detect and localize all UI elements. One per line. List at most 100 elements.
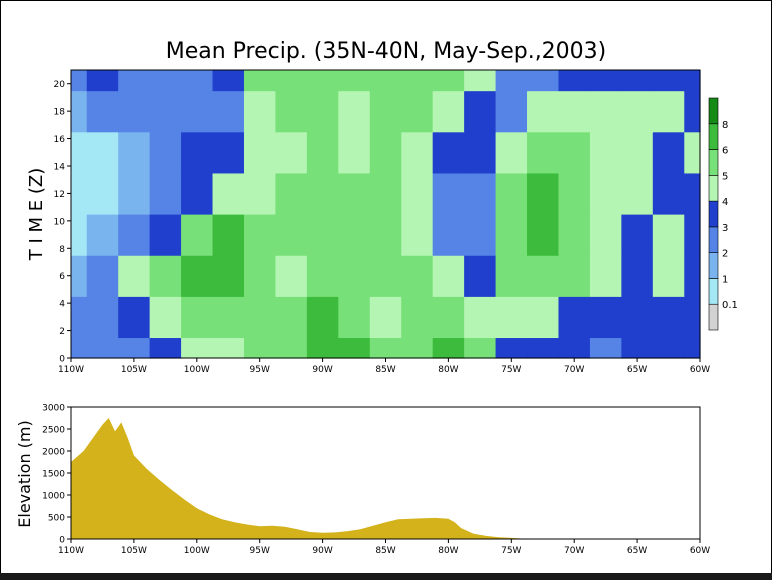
heatmap-cell	[558, 90, 591, 133]
heatmap-cell	[652, 90, 685, 133]
heatmap-cell	[369, 296, 402, 339]
heatmap-cell	[464, 172, 497, 215]
heatmap-cell	[71, 296, 88, 339]
heatmap-cell	[149, 214, 182, 256]
heatmap-cell	[558, 172, 591, 215]
y-tick-label: 2500	[42, 426, 65, 436]
y-tick-label: 20	[54, 80, 66, 90]
heatmap-cell	[527, 90, 560, 133]
heatmap-cell	[527, 131, 560, 174]
heatmap-cell	[652, 172, 685, 215]
heatmap-cell	[118, 90, 151, 133]
heatmap-cell	[432, 255, 465, 297]
heatmap-cell	[401, 90, 434, 133]
heatmap-cell	[86, 70, 119, 92]
heatmap-cell	[495, 296, 528, 339]
heatmap-cell	[369, 337, 402, 359]
heatmap-cell	[369, 255, 402, 297]
heatmap-cell	[369, 70, 402, 92]
heatmap-cell	[589, 90, 622, 133]
chart-title: Mean Precip. (35N-40N, May-Sep.,2003)	[166, 39, 607, 64]
heatmap-cell	[149, 296, 182, 339]
heatmap-cell	[558, 337, 591, 359]
heatmap-cell	[338, 131, 371, 174]
heatmap-cell	[275, 296, 308, 339]
heatmap-cell	[149, 337, 182, 359]
heatmap-cell	[432, 131, 465, 174]
heatmap-cell	[684, 337, 701, 359]
heatmap-cell	[464, 90, 497, 133]
heatmap-cell	[432, 214, 465, 256]
heatmap-cell	[684, 296, 701, 339]
heatmap-cell	[684, 214, 701, 256]
heatmap-cell	[181, 337, 214, 359]
heatmap-cell	[212, 172, 245, 215]
heatmap-cell	[275, 337, 308, 359]
heatmap-cell	[118, 214, 151, 256]
colorbar-swatch	[708, 278, 719, 305]
heatmap-cell	[684, 255, 701, 297]
colorbar-legend: 0.1 1 2 3 4 5 6 8	[708, 97, 738, 331]
x-tick-label: 100W	[184, 546, 210, 556]
heatmap-cell	[527, 296, 560, 339]
heatmap-cell	[589, 70, 622, 92]
heatmap-cell	[118, 255, 151, 297]
heatmap-cell	[369, 131, 402, 174]
heatmap-cell	[306, 214, 339, 256]
heatmap-cell	[464, 255, 497, 297]
colorbar-swatch	[708, 252, 719, 279]
heatmap-cell	[621, 337, 654, 359]
heatmap-cell	[243, 214, 277, 256]
heatmap-cell	[558, 296, 591, 339]
x-tick-label: 60W	[690, 365, 710, 375]
heatmap-cell	[243, 255, 277, 297]
y-tick-label: 0	[59, 536, 65, 546]
heatmap-cell	[495, 90, 528, 133]
x-tick-label: 95W	[250, 365, 270, 375]
y-tick-label: 1000	[42, 492, 65, 502]
heatmap-cell	[401, 70, 434, 92]
heatmap-cell	[338, 172, 371, 215]
heatmap-cell	[652, 296, 685, 339]
heatmap-cell	[306, 90, 339, 133]
heatmap-cell	[118, 337, 151, 359]
heatmap-cell	[621, 296, 654, 339]
heatmap-cell	[71, 90, 88, 133]
heatmap-cell	[306, 70, 339, 92]
heatmap-cell	[558, 255, 591, 297]
heatmap-cell	[527, 255, 560, 297]
heatmap-cell	[86, 172, 119, 215]
heatmap-cell	[495, 131, 528, 174]
x-tick-label: 95W	[250, 546, 270, 556]
y-tick-label: 1500	[42, 470, 65, 480]
heatmap-cell	[432, 172, 465, 215]
heatmap-cell	[589, 255, 622, 297]
heatmap-cell	[71, 337, 88, 359]
heatmap-cell	[652, 70, 685, 92]
heatmap-cell	[86, 214, 119, 256]
heatmap-cell	[86, 296, 119, 339]
heatmap-cell	[243, 70, 277, 92]
heatmap-cell	[275, 214, 308, 256]
heatmap-cell	[621, 90, 654, 133]
heatmap-cell	[118, 296, 151, 339]
colorbar-swatch	[708, 149, 719, 176]
heatmap-cell	[401, 255, 434, 297]
x-tick-label: 100W	[184, 365, 210, 375]
heatmap-cell	[243, 172, 277, 215]
heatmap-cell	[527, 214, 560, 256]
bottom-bar	[0, 573, 772, 580]
colorbar-swatch	[708, 226, 719, 253]
x-tick-label: 80W	[438, 546, 458, 556]
heatmap-cell	[71, 172, 88, 215]
x-tick-label: 75W	[501, 546, 521, 556]
heatmap-cell	[369, 90, 402, 133]
heatmap-cell	[306, 255, 339, 297]
colorbar-label: 5	[722, 171, 728, 182]
y-tick-label: 18	[54, 108, 66, 118]
colorbar-label: 3	[722, 223, 728, 234]
heatmap-cell	[527, 337, 560, 359]
heatmap-cell	[86, 131, 119, 174]
colorbar-label: 2	[722, 249, 728, 260]
heatmap-cell	[306, 131, 339, 174]
